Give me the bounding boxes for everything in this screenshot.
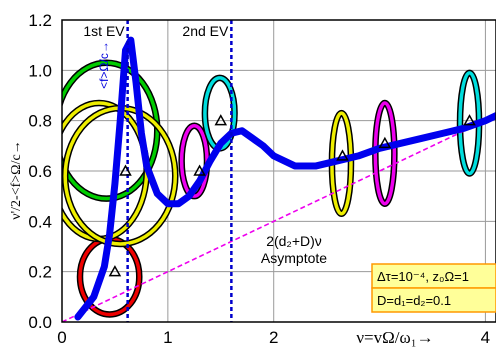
x-tick-label: 2 xyxy=(269,328,278,347)
plot-frame xyxy=(61,19,496,323)
x-tick-labels: 0 1 2 4 xyxy=(57,328,490,347)
triangle-marker xyxy=(378,136,392,149)
x-tick-label: 1 xyxy=(163,328,172,347)
params-line2: D=d₁=d₂=0.1 xyxy=(377,293,451,308)
y-tick-label: 0.2 xyxy=(28,263,52,282)
triangle-marker xyxy=(193,164,206,176)
y-tick-label: 0.0 xyxy=(28,313,52,332)
dispersion-curve xyxy=(74,36,496,321)
asymptote-line xyxy=(62,114,496,322)
params-line1: Δτ=10⁻⁴, z₀Ω=1 xyxy=(377,269,469,284)
triangle-marker xyxy=(336,149,349,161)
curve-layer xyxy=(74,36,496,321)
x-tick-label: 4 xyxy=(481,328,490,347)
triangle-markers xyxy=(108,114,476,277)
x-axis-label: ν=vΩ/ω₁→ xyxy=(356,328,433,347)
y-tick-label: 0.4 xyxy=(28,212,52,231)
params-box: Δτ=10⁻⁴, z₀Ω=1 D=d₁=d₂=0.1 xyxy=(371,263,496,313)
triangle-marker xyxy=(463,114,476,126)
y-tick-label: 0.8 xyxy=(28,112,52,131)
asymptote-layer xyxy=(62,114,496,322)
y-axis-label: ν'/2-<f>Ω/c→ xyxy=(9,140,24,219)
y-tick-label: 0.6 xyxy=(28,162,52,181)
triangle-marker xyxy=(214,114,228,126)
x-tick-label: 0 xyxy=(57,328,66,347)
asymptote-annotation-line1: 2(d₂+D)ν xyxy=(266,233,322,249)
y-tick-label: 1.2 xyxy=(28,11,52,30)
curve-label: <f>Ω/c→ xyxy=(97,41,111,89)
ev-label: 1st EV xyxy=(83,23,125,39)
triangle-marker xyxy=(108,265,122,277)
y-tick-labels: 0.0 0.2 0.4 0.6 0.8 1.0 1.2 xyxy=(28,11,52,332)
ev-label: 2nd EV xyxy=(182,23,229,39)
y-tick-label: 1.0 xyxy=(28,61,52,80)
params-box-bottom xyxy=(371,287,496,313)
triangle-marker xyxy=(119,164,132,176)
asymptote-annotation-line2: Asymptote xyxy=(261,250,327,266)
